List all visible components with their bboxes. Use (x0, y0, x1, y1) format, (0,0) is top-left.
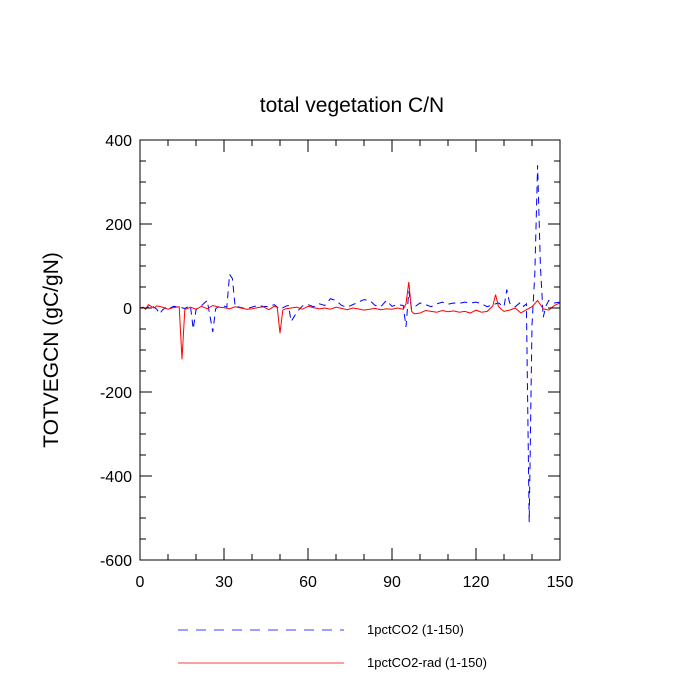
x-tick-label: 0 (136, 574, 145, 591)
y-tick-label: 0 (123, 301, 132, 318)
legend: 1pctCO2 (1-150) 1pctCO2-rad (1-150) (178, 622, 487, 670)
axis-layer: 0 30 60 90 120 150 -600 -400 -200 0 200 400 (100, 133, 573, 591)
plot-frame (139, 139, 561, 561)
x-tick-label: 120 (463, 574, 490, 591)
legend-label-1: 1pctCO2 (1-150) (367, 622, 464, 637)
y-tick-label: -600 (100, 553, 132, 570)
x-tick-label: 90 (383, 574, 401, 591)
y-axis-label: TOTVEGCN (gC/gN) (40, 252, 63, 448)
series-line-2 (140, 281, 560, 360)
y-tick-label: 200 (105, 217, 132, 234)
chart-title: total vegetation C/N (260, 94, 444, 117)
series-layer (140, 165, 560, 523)
legend-label-2: 1pctCO2-rad (1-150) (367, 655, 487, 670)
series-line-1 (142, 165, 560, 523)
y-tick-label: 400 (105, 133, 132, 150)
y-tick-label: -400 (100, 469, 132, 486)
x-tick-label: 60 (299, 574, 317, 591)
y-tick-label: -200 (100, 385, 132, 402)
x-tick-label: 30 (215, 574, 233, 591)
x-tick-label: 150 (547, 574, 574, 591)
